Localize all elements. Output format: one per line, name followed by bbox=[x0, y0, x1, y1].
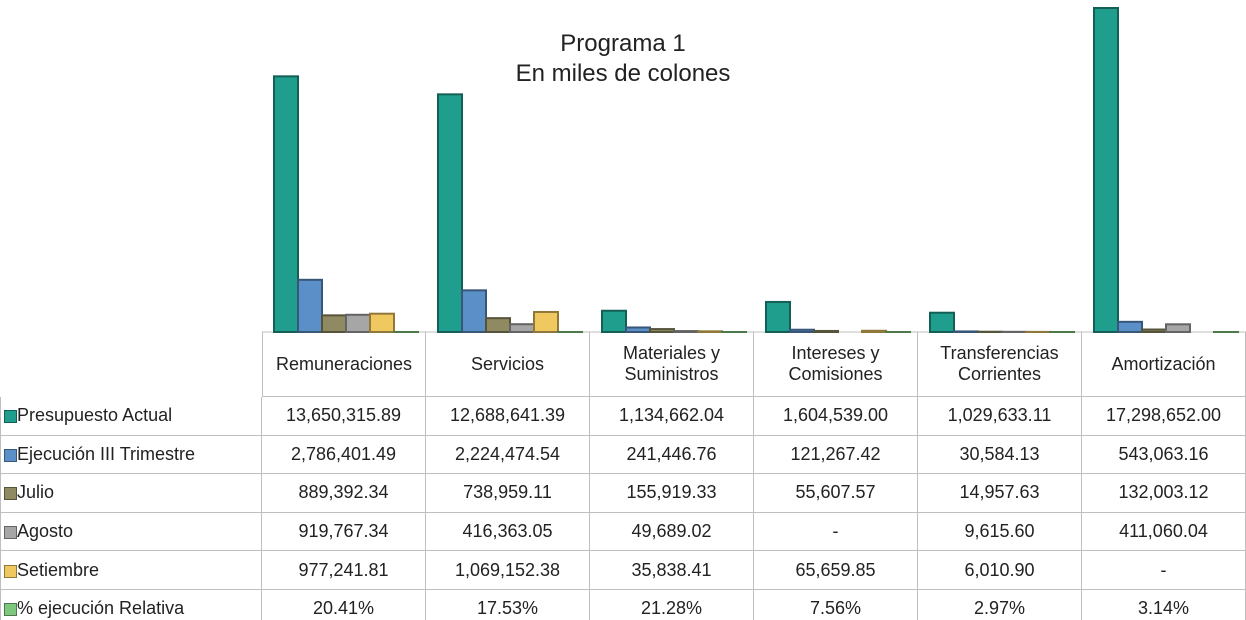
table-cell: 738,959.11 bbox=[426, 474, 590, 513]
table-cell: 9,615.60 bbox=[918, 512, 1082, 552]
bar bbox=[321, 314, 347, 334]
table-cell: 7.56% bbox=[754, 590, 918, 620]
legend-label: Agosto bbox=[17, 521, 74, 542]
bar bbox=[369, 312, 395, 333]
legend-label: Setiembre bbox=[17, 559, 100, 580]
bar bbox=[297, 278, 323, 334]
table-cell: 3.14% bbox=[1082, 590, 1246, 620]
table-cell: 13,650,315.89 bbox=[262, 397, 426, 436]
legend-entry: Ejecución III Trimestre bbox=[0, 435, 262, 475]
legend-swatch bbox=[4, 448, 17, 462]
legend-swatch bbox=[4, 526, 17, 540]
column-header: Servicios bbox=[426, 332, 590, 397]
table-cell: 2,786,401.49 bbox=[262, 435, 426, 475]
table-cell: - bbox=[1082, 551, 1246, 590]
table-cell: 17,298,652.00 bbox=[1082, 397, 1246, 436]
chart-subtitle: En miles de colones bbox=[515, 60, 731, 87]
table-cell: 1,604,539.00 bbox=[754, 397, 918, 436]
legend-label: % ejecución Relativa bbox=[17, 598, 185, 619]
legend-entry: Agosto bbox=[0, 512, 262, 552]
legend-label: Ejecución III Trimestre bbox=[17, 443, 196, 464]
table-cell: 543,063.16 bbox=[1082, 435, 1246, 475]
table-cell: 14,957.63 bbox=[918, 474, 1082, 513]
table-cell: 2,224,474.54 bbox=[426, 435, 590, 475]
table-cell: 35,838.41 bbox=[590, 551, 754, 590]
bar bbox=[437, 93, 463, 333]
bar bbox=[1117, 320, 1143, 334]
legend-entry: Presupuesto Actual bbox=[0, 397, 262, 436]
column-header: Amortización bbox=[1082, 332, 1246, 397]
bar bbox=[601, 309, 627, 333]
table-cell: 889,392.34 bbox=[262, 474, 426, 513]
bar bbox=[929, 311, 955, 334]
table-cell: 1,029,633.11 bbox=[918, 397, 1082, 436]
column-header: Remuneraciones bbox=[262, 332, 426, 397]
bar bbox=[485, 317, 511, 333]
legend-entry: Setiembre bbox=[0, 551, 262, 590]
table-cell: 121,267.42 bbox=[754, 435, 918, 475]
legend-swatch bbox=[4, 487, 17, 501]
bar bbox=[273, 75, 299, 333]
table-cell: 1,069,152.38 bbox=[426, 551, 590, 590]
table-cell: - bbox=[754, 512, 918, 552]
table-cell: 21.28% bbox=[590, 590, 754, 620]
bar bbox=[509, 323, 535, 333]
column-header: Transferencias Corrientes bbox=[918, 332, 1082, 397]
legend-swatch bbox=[4, 410, 17, 424]
table-cell: 6,010.90 bbox=[918, 551, 1082, 590]
legend-entry: Julio bbox=[0, 474, 262, 513]
column-header: Materiales y Suministros bbox=[590, 332, 754, 397]
table-cell: 2.97% bbox=[918, 590, 1082, 620]
table-cell: 155,919.33 bbox=[590, 474, 754, 513]
table-cell: 12,688,641.39 bbox=[426, 397, 590, 436]
legend-label: Presupuesto Actual bbox=[17, 405, 173, 426]
table-cell: 241,446.76 bbox=[590, 435, 754, 475]
table-cell: 977,241.81 bbox=[262, 551, 426, 590]
table-cell: 65,659.85 bbox=[754, 551, 918, 590]
table-cell: 20.41% bbox=[262, 590, 426, 620]
chart-title: Programa 1 bbox=[560, 30, 686, 57]
table-cell: 411,060.04 bbox=[1082, 512, 1246, 552]
table-cell: 132,003.12 bbox=[1082, 474, 1246, 513]
bar bbox=[533, 310, 559, 333]
table-cell: 30,584.13 bbox=[918, 435, 1082, 475]
bar bbox=[1093, 7, 1119, 333]
table-cell: 1,134,662.04 bbox=[590, 397, 754, 436]
legend-entry: % ejecución Relativa bbox=[0, 590, 262, 620]
table-cell: 416,363.05 bbox=[426, 512, 590, 552]
table-cell: 55,607.57 bbox=[754, 474, 918, 513]
bar bbox=[461, 289, 487, 333]
bar bbox=[345, 313, 371, 333]
table-cell: 17.53% bbox=[426, 590, 590, 620]
legend-label: Julio bbox=[17, 482, 55, 503]
bar bbox=[765, 300, 791, 333]
bar bbox=[813, 329, 839, 334]
bar bbox=[1165, 323, 1191, 333]
legend-swatch bbox=[4, 564, 17, 578]
legend-swatch bbox=[4, 603, 17, 617]
table-cell: 919,767.34 bbox=[262, 512, 426, 552]
column-header: Intereses y Comisiones bbox=[754, 332, 918, 397]
table-cell: 49,689.02 bbox=[590, 512, 754, 552]
